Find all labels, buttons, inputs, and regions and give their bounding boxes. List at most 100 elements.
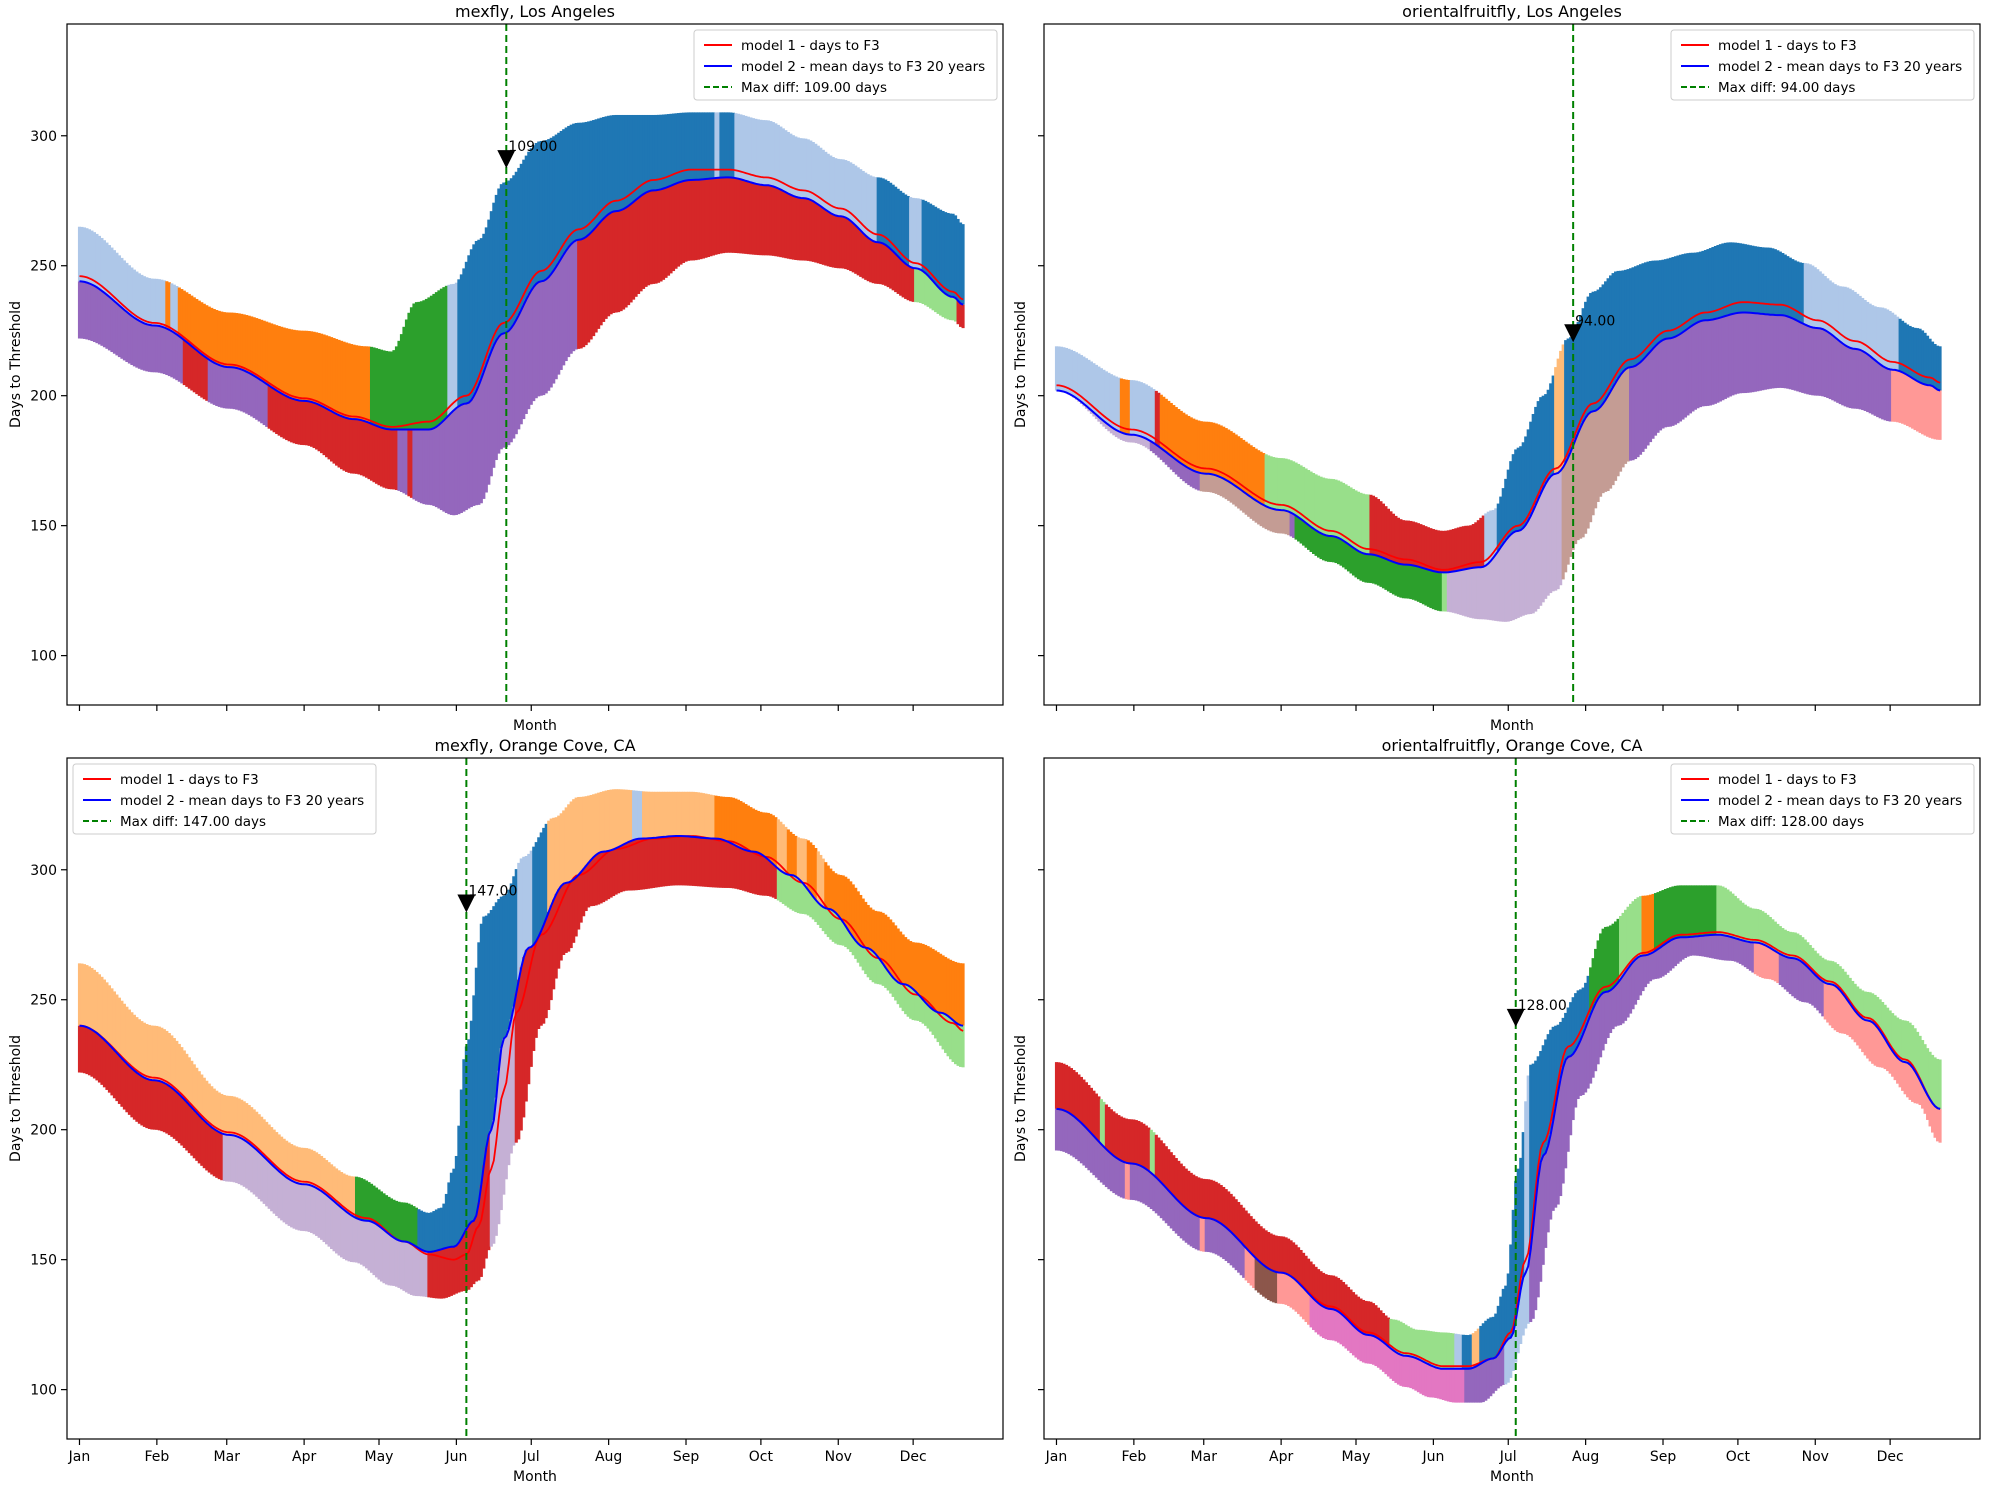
lower-bar [182, 340, 186, 386]
upper-bar [300, 330, 304, 401]
upper-bar [1574, 328, 1578, 440]
upper-bar [1901, 1020, 1905, 1062]
lower-bar [1204, 473, 1208, 492]
upper-bar [1157, 392, 1161, 447]
lower-bar [1656, 949, 1660, 979]
upper-bar [1893, 1015, 1897, 1055]
upper-bar [235, 1097, 239, 1137]
upper-bar [1738, 900, 1742, 940]
upper-bar [295, 330, 299, 400]
lower-bar [467, 1224, 471, 1290]
legend-max-diff-text: Max diff: 94.00 days [1718, 80, 1855, 96]
upper-bar [172, 1038, 176, 1090]
lower-bar [1579, 1040, 1583, 1096]
legend-box [72, 763, 377, 835]
lower-bar [911, 267, 915, 302]
lower-bar [1184, 1208, 1188, 1243]
upper-bar [1648, 894, 1653, 954]
lower-bar [814, 899, 818, 923]
lower-bar [1207, 473, 1211, 492]
lower-bar [931, 281, 935, 311]
upper-bar [1803, 263, 1807, 325]
upper-bar [404, 1202, 409, 1242]
upper-bar [542, 827, 546, 925]
lower-bar [1893, 369, 1897, 422]
lower-bar [1868, 356, 1872, 414]
lower-bar [1566, 1056, 1570, 1152]
lower-bar [1466, 1368, 1470, 1403]
lower-bar [1172, 458, 1176, 473]
lower-bar [529, 290, 533, 405]
lower-bar [1217, 476, 1221, 495]
lower-bar [439, 422, 443, 511]
upper-bar [721, 796, 725, 840]
lower-bar [519, 967, 523, 1131]
upper-bar [1406, 1326, 1410, 1356]
upper-bar [1791, 932, 1795, 959]
upper-bar [437, 1208, 441, 1251]
upper-bar [115, 994, 119, 1054]
lower-bar [671, 184, 676, 272]
upper-bar [1519, 1157, 1523, 1290]
upper-bar [1394, 515, 1398, 563]
lower-bar [389, 429, 394, 490]
lower-bar [1414, 1358, 1418, 1391]
upper-bar [1549, 383, 1553, 477]
upper-bar [602, 116, 606, 219]
lower-bar [1838, 341, 1842, 405]
upper-bar [1569, 337, 1573, 452]
lower-bar [1144, 1169, 1148, 1206]
upper-bar [130, 267, 134, 316]
upper-bar [1292, 461, 1296, 515]
upper-bar [192, 297, 196, 349]
lower-bar [1242, 491, 1246, 513]
lower-bar [1591, 1008, 1595, 1078]
upper-bar [195, 298, 199, 351]
lower-bar [577, 874, 581, 930]
upper-bar [1514, 1180, 1518, 1321]
upper-bar [1139, 382, 1143, 437]
upper-bar [429, 295, 433, 430]
lower-bar [242, 1140, 246, 1187]
upper-bar [859, 894, 863, 946]
lower-bar [1059, 1109, 1064, 1152]
lower-bar [1441, 1368, 1445, 1401]
lower-bar [1187, 1210, 1191, 1245]
upper-bar [821, 858, 825, 908]
lower-bar [312, 402, 316, 449]
lower-bar [135, 319, 139, 368]
upper-bar [512, 876, 516, 1007]
upper-bar [916, 198, 920, 269]
lower-bar [884, 967, 888, 988]
upper-bar [1366, 494, 1371, 555]
upper-bar [1229, 431, 1233, 484]
lower-bar [914, 991, 918, 1021]
upper-bar [167, 1033, 171, 1086]
lower-bar [1199, 473, 1203, 492]
lower-bar [1097, 1141, 1101, 1181]
upper-bar [97, 235, 101, 290]
lower-bar [492, 1120, 496, 1244]
upper-bar [666, 791, 671, 837]
lower-bar [437, 1250, 441, 1299]
upper-bar [479, 923, 483, 1185]
lower-bar [562, 254, 566, 366]
lower-bar [1751, 942, 1755, 973]
lower-bar [260, 1154, 264, 1202]
lower-bar [1776, 315, 1780, 388]
upper-bar [629, 114, 633, 204]
lower-bar [789, 874, 793, 910]
upper-bar [846, 161, 850, 220]
upper-bar [1826, 960, 1830, 984]
lower-bar [1676, 937, 1680, 964]
lower-bar [751, 183, 755, 255]
lower-bar [629, 840, 633, 891]
lower-bar [1074, 1118, 1078, 1160]
upper-bar [250, 316, 254, 375]
upper-bar [619, 114, 623, 211]
lower-bar [237, 1137, 241, 1185]
lower-bar [1768, 948, 1772, 980]
lower-bar [82, 1026, 87, 1074]
upper-bar [1257, 450, 1261, 503]
upper-bar [247, 315, 251, 374]
